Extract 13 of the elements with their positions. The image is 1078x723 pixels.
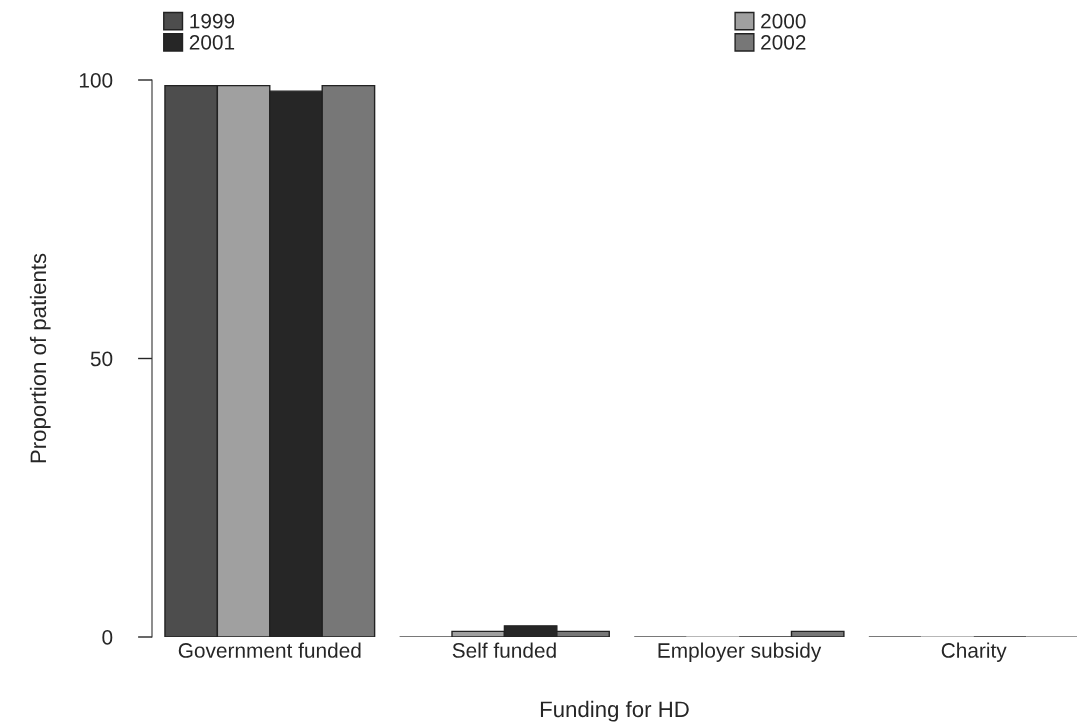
y-tick-label: 0 xyxy=(102,630,113,645)
legend-label: 2002 xyxy=(761,34,806,50)
x-tick-label: Government funded xyxy=(178,642,361,658)
y-tick-label: 100 xyxy=(79,73,113,88)
y-tick-label: 50 xyxy=(90,351,113,367)
x-tick-label: Employer subsidy xyxy=(658,642,822,662)
legend-label: 2000 xyxy=(761,13,806,29)
x-axis-title: Funding for HD xyxy=(540,700,689,722)
x-tick-label: Self funded xyxy=(452,642,556,658)
legend-label: 1999 xyxy=(190,13,235,29)
y-axis-title: Proportion of patients xyxy=(29,253,51,463)
legend-label: 2001 xyxy=(189,34,235,50)
x-tick-label: Charity xyxy=(941,642,1007,662)
